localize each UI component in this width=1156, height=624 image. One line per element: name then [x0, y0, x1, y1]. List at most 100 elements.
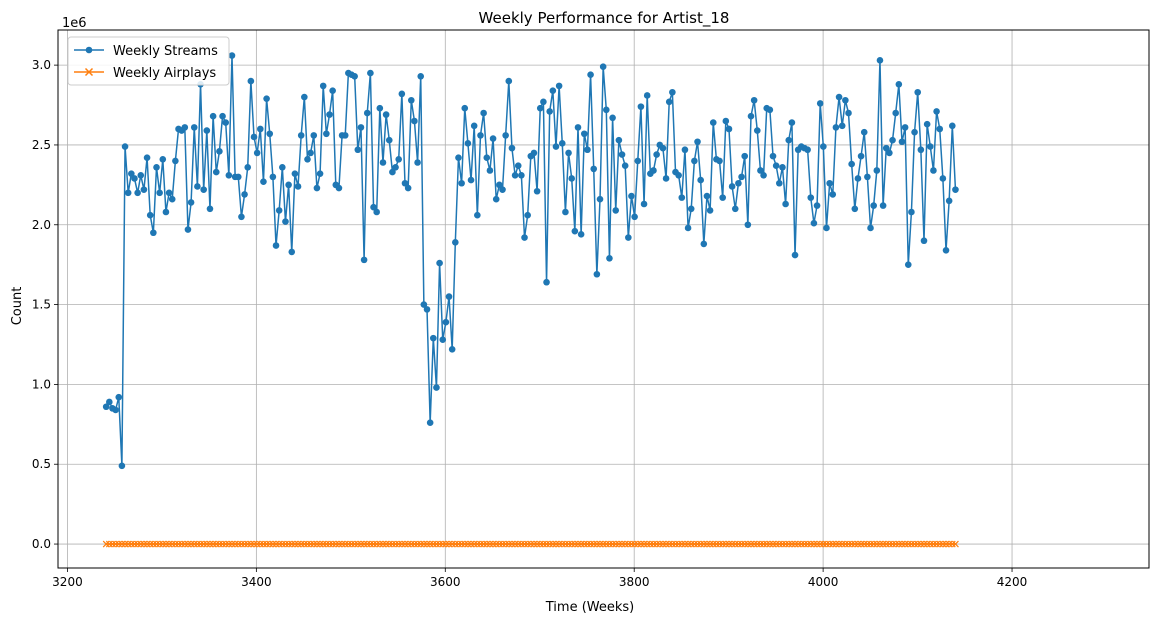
- airplays-point: [285, 540, 293, 548]
- airplays-point: [423, 540, 431, 548]
- streams-point: [769, 152, 777, 160]
- airplays-point: [753, 540, 761, 548]
- streams-point: [952, 186, 959, 193]
- streams-point: [804, 146, 811, 154]
- x-tick-label: 4200: [997, 575, 1028, 589]
- streams-point: [949, 122, 956, 130]
- streams-point: [168, 195, 176, 203]
- airplays-point: [584, 540, 591, 548]
- streams-point: [558, 140, 566, 147]
- airplays-point: [546, 540, 554, 548]
- airplays-point: [744, 540, 752, 548]
- airplays-point: [319, 540, 327, 548]
- streams-point: [228, 52, 236, 59]
- airplays-point: [838, 540, 846, 548]
- airplays-point: [810, 540, 818, 548]
- streams-point: [385, 136, 393, 144]
- streams-point: [662, 175, 670, 182]
- airplays-point: [926, 540, 934, 548]
- streams-point: [118, 462, 126, 470]
- streams-point: [250, 133, 258, 141]
- airplays-point: [385, 540, 393, 548]
- streams-point: [590, 165, 598, 173]
- airplays-point: [477, 540, 484, 548]
- streams-point: [807, 194, 815, 201]
- streams-point: [392, 163, 399, 171]
- streams-point: [681, 146, 689, 154]
- airplays-point: [146, 540, 154, 548]
- airplays-point: [892, 540, 900, 548]
- streams-point: [562, 208, 569, 216]
- airplays-point: [190, 540, 198, 548]
- streams-point: [832, 124, 840, 131]
- airplays-point: [407, 540, 415, 548]
- airplays-point: [656, 540, 664, 548]
- streams-point: [184, 226, 192, 233]
- streams-point: [279, 163, 286, 171]
- streams-point: [886, 149, 893, 157]
- airplays-point: [436, 540, 444, 548]
- streams-point: [829, 191, 837, 198]
- airplays-point: [351, 540, 359, 548]
- streams-point: [766, 106, 774, 114]
- airplays-point: [712, 540, 720, 548]
- streams-point: [584, 146, 591, 154]
- y-axis-label: Count: [10, 287, 25, 326]
- airplays-point: [499, 540, 506, 548]
- airplays-point: [401, 540, 409, 548]
- airplays-point: [923, 540, 931, 548]
- airplays-point: [508, 540, 516, 548]
- airplays-point: [779, 540, 786, 548]
- streams-point: [823, 224, 830, 232]
- streams-point: [310, 132, 318, 139]
- airplays-point: [845, 540, 852, 548]
- streams-point: [272, 242, 280, 249]
- streams-point: [653, 151, 660, 158]
- airplays-point: [524, 540, 532, 548]
- streams-point: [845, 109, 852, 117]
- airplays-point: [200, 540, 208, 548]
- streams-point: [115, 393, 123, 401]
- airplays-point: [439, 540, 447, 548]
- airplays-point: [304, 540, 311, 548]
- airplays-point: [703, 540, 711, 548]
- streams-point: [750, 96, 758, 104]
- airplays-point: [590, 540, 598, 548]
- streams-point: [411, 117, 418, 125]
- legend-box: [67, 36, 230, 86]
- streams-point: [552, 143, 560, 150]
- streams-point: [414, 159, 421, 166]
- streams-point: [124, 189, 132, 197]
- streams-point: [725, 125, 733, 133]
- streams-point: [634, 157, 642, 165]
- streams-point: [156, 189, 163, 197]
- streams-point: [458, 179, 465, 187]
- airplays-point: [709, 540, 717, 548]
- streams-point: [760, 171, 767, 179]
- airplays-point: [357, 540, 365, 548]
- airplays-point: [697, 540, 705, 548]
- airplays-point: [376, 540, 384, 548]
- airplays-point: [231, 540, 239, 548]
- airplays-point: [659, 540, 667, 548]
- streams-point: [640, 200, 648, 208]
- airplays-point: [266, 540, 274, 548]
- airplays-point: [184, 540, 192, 548]
- airplays-point: [917, 540, 925, 548]
- airplays-point: [332, 540, 340, 548]
- airplays-point: [212, 540, 220, 548]
- streams-point: [621, 162, 629, 169]
- airplays-point: [282, 540, 289, 548]
- streams-point: [848, 160, 855, 168]
- airplays-point: [291, 540, 299, 548]
- streams-point: [697, 176, 704, 184]
- airplays-point: [813, 540, 821, 548]
- streams-point: [260, 178, 267, 185]
- streams-point: [546, 108, 553, 115]
- streams-point: [203, 127, 211, 134]
- streams-point: [128, 170, 135, 177]
- streams-point: [587, 71, 594, 79]
- streams-point: [703, 192, 711, 200]
- airplays-point: [618, 540, 626, 548]
- streams-point: [206, 205, 214, 213]
